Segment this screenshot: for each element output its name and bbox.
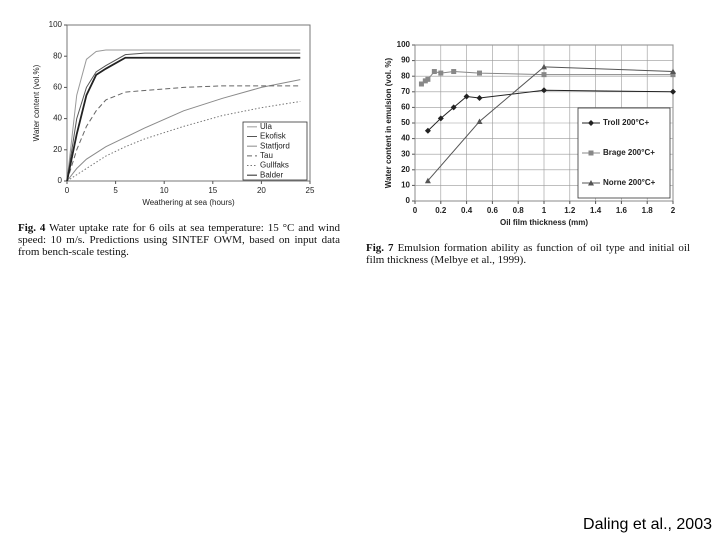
- legend-label: Statfjord: [260, 141, 290, 150]
- series-line: [66, 49, 301, 182]
- marker: [670, 88, 676, 95]
- y-tick-label: 10: [401, 181, 410, 190]
- y-tick-label: 20: [401, 165, 410, 174]
- y-tick-label: 80: [401, 71, 410, 80]
- y-tick-label: 30: [401, 149, 410, 158]
- y-tick-label: 60: [53, 83, 62, 92]
- y-tick-label: 90: [401, 56, 410, 65]
- x-tick-label: 0.6: [487, 206, 499, 215]
- y-tick-label: 50: [401, 118, 410, 127]
- x-tick-label: 1.4: [590, 206, 602, 215]
- series-line: [66, 56, 301, 182]
- marker: [476, 118, 483, 124]
- y-tick-label: 100: [49, 20, 63, 29]
- legend-label: Balder: [260, 170, 283, 179]
- caption-fig4: Fig. 4 Water uptake rate for 6 oils at s…: [18, 222, 340, 258]
- x-tick-label: 1: [542, 206, 547, 215]
- plot-area: [66, 24, 311, 182]
- caption-label: Fig. 7: [366, 242, 394, 254]
- x-tick-label: 0: [65, 186, 70, 195]
- marker: [438, 70, 444, 76]
- legend-marker: [588, 180, 594, 186]
- legend-label: Ekofisk: [260, 132, 287, 141]
- marker: [670, 72, 676, 78]
- y-axis-label: Water content (vol.%): [32, 64, 41, 141]
- y-tick-label: 0: [406, 196, 411, 205]
- x-tick-label: 20: [257, 186, 266, 195]
- y-tick-label: 40: [53, 114, 62, 123]
- legend-label: Norne 200°C+: [603, 178, 656, 187]
- legend-marker: [588, 120, 594, 126]
- series-line: [66, 100, 301, 182]
- series-line: [66, 85, 301, 182]
- x-tick-label: 1.8: [642, 206, 654, 215]
- x-tick-label: 0.2: [435, 206, 447, 215]
- legend-box: [242, 121, 308, 181]
- x-tick-label: 1.2: [564, 206, 576, 215]
- legend-label: Gullfaks: [260, 161, 289, 170]
- marker: [463, 93, 470, 100]
- marker: [541, 87, 547, 94]
- x-tick-label: 25: [306, 186, 315, 195]
- x-tick-label: 1.6: [616, 206, 628, 215]
- y-tick-label: 70: [401, 87, 410, 96]
- x-tick-label: 15: [208, 186, 217, 195]
- legend-label: Ula: [260, 122, 273, 131]
- x-tick-label: 0.8: [513, 206, 525, 215]
- caption-text: Emulsion formation ability as function o…: [366, 242, 690, 266]
- caption-text: Water uptake rate for 6 oils at sea temp…: [18, 222, 340, 258]
- legend-marker: [588, 150, 594, 156]
- citation: Daling et al., 2003: [583, 516, 712, 533]
- series-line: [427, 66, 674, 182]
- x-axis-label: Oil film thickness (mm): [500, 218, 588, 227]
- y-tick-label: 60: [401, 103, 410, 112]
- y-tick-label: 40: [401, 134, 410, 143]
- x-axis-label: Weathering at sea (hours): [142, 198, 235, 207]
- caption-fig7: Fig. 7 Emulsion formation ability as fun…: [366, 242, 690, 266]
- legend-label: Brage 200°C+: [603, 148, 655, 157]
- y-tick-label: 80: [53, 51, 62, 60]
- marker: [418, 81, 424, 87]
- marker: [541, 63, 547, 70]
- x-tick-label: 0.4: [461, 206, 473, 215]
- legend-label: Tau: [260, 151, 273, 160]
- marker: [437, 115, 444, 122]
- x-tick-label: 10: [160, 186, 169, 195]
- y-tick-label: 20: [53, 145, 62, 154]
- marker: [477, 70, 482, 76]
- marker: [424, 177, 431, 184]
- y-tick-label: 100: [397, 40, 411, 49]
- marker: [450, 104, 457, 111]
- marker: [431, 69, 437, 75]
- marker: [476, 95, 483, 102]
- legend-label: Troll 200°C+: [603, 118, 649, 127]
- marker: [424, 127, 431, 134]
- marker: [541, 72, 547, 78]
- marker: [425, 76, 431, 82]
- x-tick-label: 5: [113, 186, 118, 195]
- series-line: [66, 52, 301, 182]
- marker: [451, 69, 457, 75]
- y-axis-label: Water content in emulsion (vol. %): [384, 57, 393, 188]
- series-line: [66, 79, 301, 182]
- marker: [670, 68, 676, 75]
- x-tick-label: 0: [413, 206, 418, 215]
- x-tick-label: 2: [671, 206, 676, 215]
- caption-label: Fig. 4: [18, 222, 46, 234]
- y-tick-label: 0: [58, 176, 63, 185]
- marker: [422, 78, 428, 84]
